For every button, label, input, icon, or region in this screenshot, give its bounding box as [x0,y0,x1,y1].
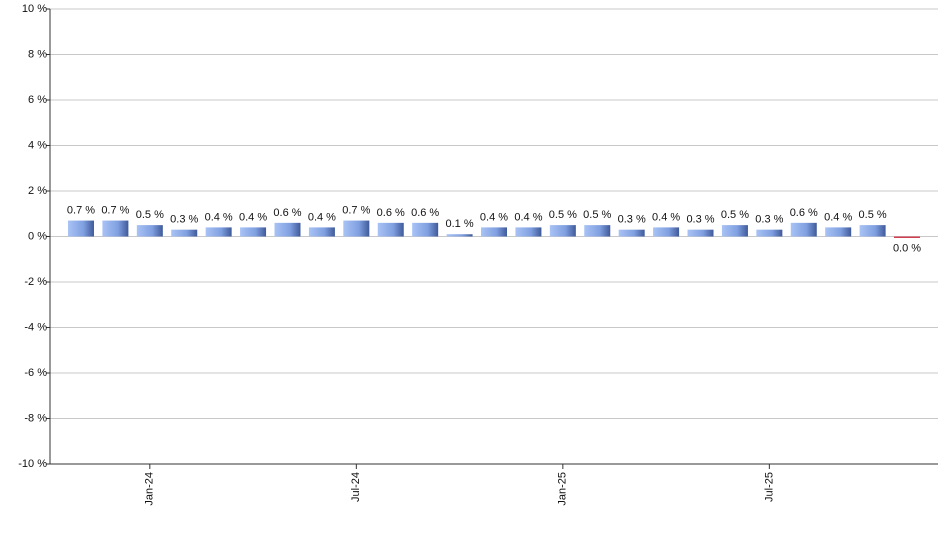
y-tick-label: -4 % [24,321,47,333]
bar [102,220,129,237]
data-label: 0.7 % [67,204,95,216]
bar [721,225,748,237]
bar [756,229,783,237]
data-label: 0.5 % [859,209,887,221]
y-tick-label: 8 % [28,48,47,60]
bar [446,234,473,237]
bar [549,225,576,237]
data-label: 0.5 % [549,209,577,221]
data-label: 0.4 % [308,211,336,223]
bar [240,227,267,237]
bar [205,227,232,237]
bar [377,222,404,237]
bar [859,225,886,237]
bar [171,229,198,237]
data-label: 0.6 % [377,207,405,219]
bar [790,222,817,237]
data-label: 0.6 % [790,207,818,219]
y-tick-label: -8 % [24,412,47,424]
data-label: 0.5 % [583,209,611,221]
bar [412,222,439,237]
data-label: 0.7 % [342,204,370,216]
y-tick-label: -2 % [24,276,47,288]
y-tick-label: -6 % [24,367,47,379]
bar [515,227,542,237]
x-tick-label: Jul-25 [763,472,775,502]
data-label: 0.6 % [273,207,301,219]
y-tick-label: 4 % [28,139,47,151]
data-label: 0.5 % [721,209,749,221]
data-label: 0.7 % [101,204,129,216]
bar [687,229,714,237]
bar [618,229,645,237]
bar [481,227,507,237]
data-label: 0.5 % [136,209,164,221]
y-tick-label: 0 % [28,230,47,242]
bar [584,225,611,237]
bar [825,227,852,237]
bar [894,236,921,238]
bar [274,222,301,237]
bar [343,220,370,237]
data-label: 0.3 % [686,214,714,226]
data-label: 0.4 % [239,211,267,223]
data-label: 0.3 % [170,214,198,226]
data-label: 0.4 % [514,211,542,223]
data-label: 0.4 % [480,211,508,223]
x-tick-label: Jan-25 [557,472,569,506]
bar [308,227,335,237]
data-label: 0.1 % [446,218,474,230]
data-label: 0.4 % [824,211,852,223]
y-tick-label: 6 % [28,94,47,106]
data-label: 0.3 % [618,214,646,226]
y-tick-label: -10 % [18,458,47,470]
data-label: 0.4 % [205,211,233,223]
x-tick-label: Jul-24 [350,472,362,502]
data-label: 0.4 % [652,211,680,223]
bar [653,227,680,237]
y-tick-label: 2 % [28,185,47,197]
bar [136,225,163,237]
data-label: 0.0 % [893,242,921,254]
x-tick-label: Jan-24 [144,472,156,506]
data-label: 0.6 % [411,207,439,219]
y-tick-label: 10 % [22,3,47,15]
bar [67,220,94,237]
data-label: 0.3 % [755,214,783,226]
